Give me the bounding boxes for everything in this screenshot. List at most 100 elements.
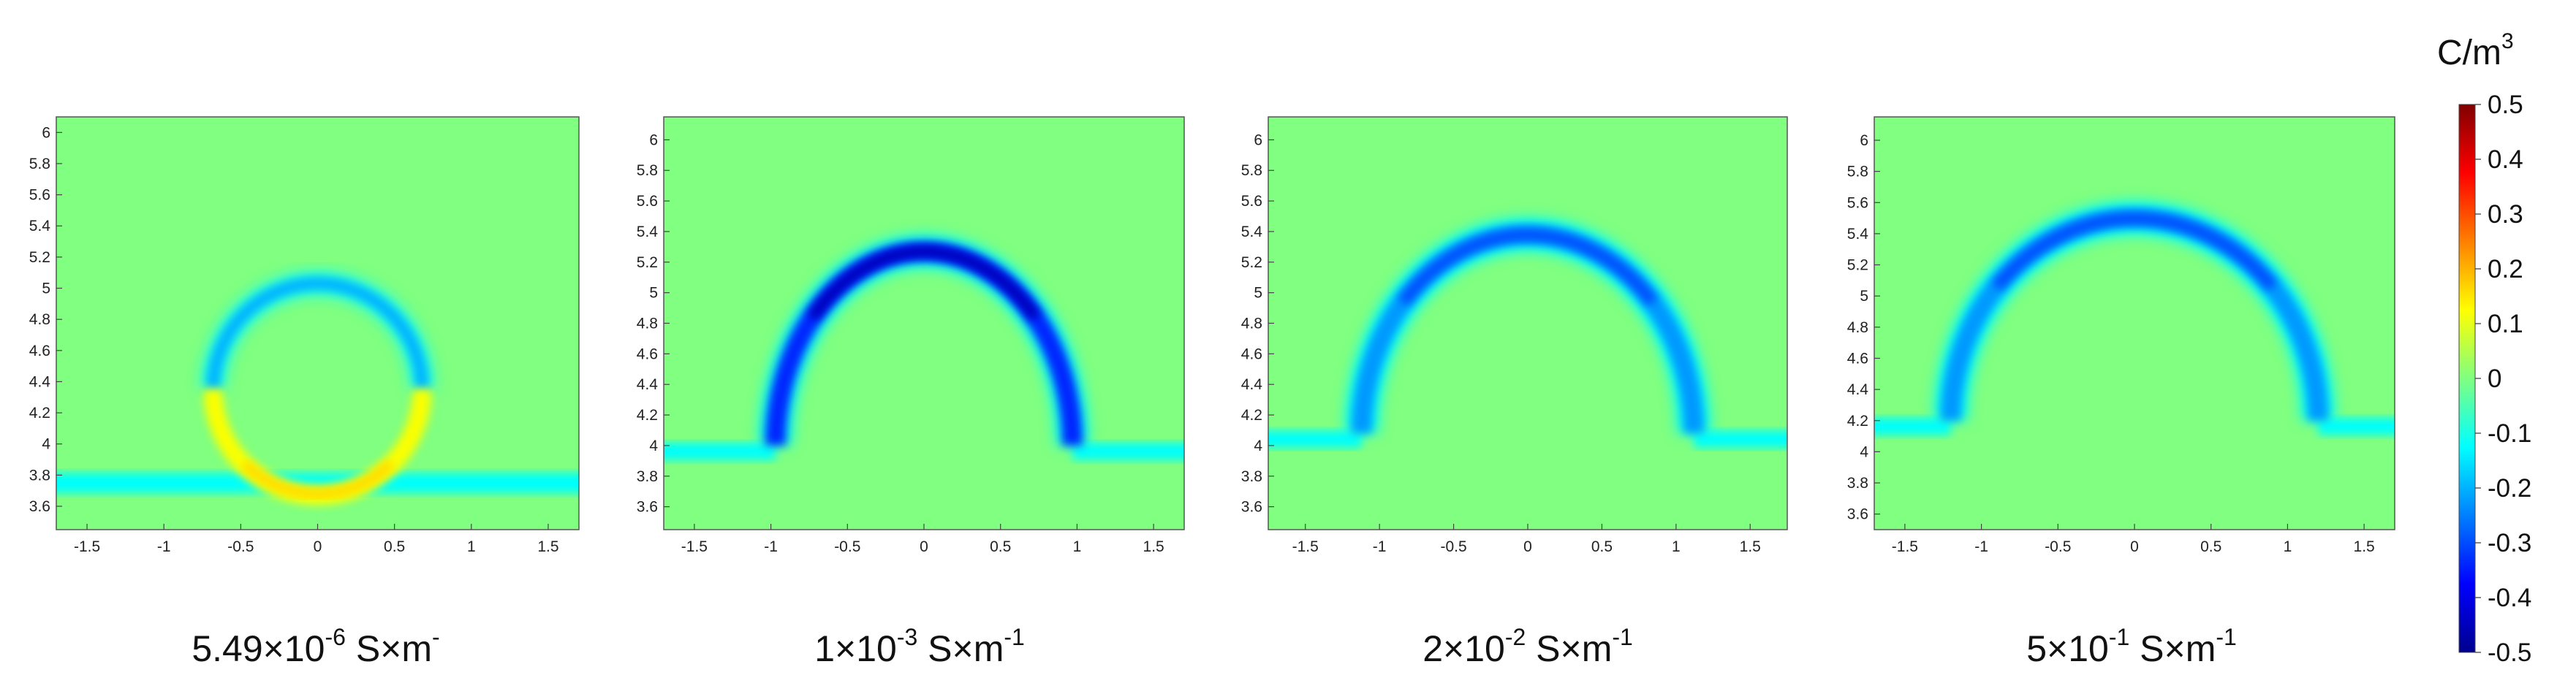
y-tick-label: 5.4 bbox=[637, 224, 659, 240]
y-tick-label: 3.8 bbox=[29, 467, 50, 484]
x-tick-label: -0.5 bbox=[227, 538, 254, 555]
plot-background bbox=[56, 117, 579, 530]
x-tick-label: 1 bbox=[2284, 538, 2292, 555]
charge-ring-upper bbox=[206, 277, 429, 390]
heatmap-panel: -1.5 -1 -0.5 0 0.5 1 1.5 6 5.8 5.6 5.4 5.2 5 4.8 4.6 4.… bbox=[1847, 116, 2395, 669]
y-tick-label: 6 bbox=[1860, 132, 1868, 149]
colorbar-gradient bbox=[2458, 104, 2476, 653]
y-tick-label: 4 bbox=[42, 436, 50, 453]
colorbar-tick-label: 0.2 bbox=[2488, 255, 2523, 283]
y-tick-label: 4.2 bbox=[1847, 413, 1868, 430]
charge-arch-core bbox=[1992, 212, 2277, 291]
x-tick-label: 0.5 bbox=[2200, 538, 2221, 555]
y-tick-label: 4 bbox=[1254, 438, 1262, 454]
y-tick-label: 3.8 bbox=[637, 468, 658, 485]
y-tick-label: 5 bbox=[42, 281, 50, 297]
x-tick-label: -1 bbox=[764, 538, 778, 555]
y-tick-label: 5.6 bbox=[1241, 193, 1262, 210]
y-tick-label: 4.2 bbox=[1241, 407, 1262, 424]
x-tick-label: 0 bbox=[920, 538, 928, 555]
x-tick-label: 0.5 bbox=[990, 538, 1011, 555]
y-tick-label: 4.6 bbox=[1241, 346, 1262, 362]
colorbar-tick-label: -0.1 bbox=[2488, 419, 2531, 448]
heatmap-panel: -1.5 -1 -0.5 0 0.5 1 1.5 6 5.8 5.6 5.4 5.2 5 4.8 4.6 4.… bbox=[637, 116, 1185, 669]
colorbar-tick-label: 0.5 bbox=[2488, 91, 2523, 119]
y-tick-label: 6 bbox=[42, 124, 50, 141]
colorbar-tick-label: 0.3 bbox=[2488, 200, 2523, 229]
panel-caption: 2×10-2 S×m-1 bbox=[1423, 624, 1633, 669]
x-tick-label: -0.5 bbox=[2045, 538, 2071, 555]
y-tick-label: 6 bbox=[1254, 131, 1262, 148]
charge-band-right bbox=[1072, 442, 1184, 460]
y-tick-label: 6 bbox=[649, 131, 658, 148]
x-tick-label: 1.5 bbox=[2354, 538, 2375, 555]
colorbar-tick-label: -0.3 bbox=[2488, 529, 2531, 557]
y-tick-label: 5.6 bbox=[637, 193, 658, 210]
y-tick-label: 5.8 bbox=[1847, 164, 1868, 180]
charge-arch-core bbox=[1398, 229, 1657, 306]
x-tick-label: -1.5 bbox=[1292, 538, 1319, 555]
y-tick-label: 4.6 bbox=[29, 343, 50, 359]
y-tick-label: 5 bbox=[649, 285, 658, 302]
x-tick-label: -1.5 bbox=[681, 538, 708, 555]
colorbar-tick-label: -0.5 bbox=[2488, 638, 2531, 667]
y-tick-label: 3.8 bbox=[1847, 475, 1868, 492]
x-tick-label: 0 bbox=[2130, 538, 2139, 555]
y-tick-label: 4.2 bbox=[29, 405, 50, 422]
y-tick-label: 3.6 bbox=[1847, 506, 1868, 523]
x-tick-label: -0.5 bbox=[834, 538, 860, 555]
y-tick-label: 4 bbox=[1860, 443, 1868, 460]
x-tick-label: -1 bbox=[1974, 538, 1988, 555]
colorbar-ticks: 0.5 0.4 0.3 0.2 0.1 0 -0.1 -0.2 -0.3 -0.4 -0.5 bbox=[2475, 91, 2531, 667]
panels-layer: -1.5 -1 -0.5 0 0.5 1 1.5 6 5.8 5.6 5.4 5.2 5 4.8 4.6 4.… bbox=[29, 116, 2395, 669]
charge-band-right bbox=[2318, 417, 2395, 435]
y-tick-label: 5.8 bbox=[1241, 162, 1262, 179]
y-tick-label: 5.4 bbox=[29, 218, 51, 234]
y-tick-label: 5 bbox=[1860, 288, 1868, 305]
y-tick-label: 4.8 bbox=[637, 316, 658, 332]
x-tick-label: 1 bbox=[467, 538, 476, 555]
colorbar-tick-label: 0.4 bbox=[2488, 145, 2523, 174]
y-tick-label: 4 bbox=[649, 438, 658, 454]
colorbar-unit: C/m3 bbox=[2437, 29, 2514, 72]
colorbar: C/m3 0.5 0.4 0.3 0.2 0.1 0 -0.1 -0.2 -0.3 -0.4 -0.… bbox=[2437, 29, 2531, 667]
y-tick-label: 5.2 bbox=[1847, 257, 1868, 274]
x-tick-label: 0 bbox=[1523, 538, 1532, 555]
charge-ring-lower-core bbox=[240, 460, 395, 499]
y-tick-label: 5.4 bbox=[1847, 226, 1869, 243]
x-tick-label: -1.5 bbox=[74, 538, 100, 555]
x-tick-label: 1.5 bbox=[1740, 538, 1761, 555]
x-tick-label: 0.5 bbox=[1591, 538, 1613, 555]
charge-arch-core bbox=[808, 245, 1040, 321]
y-tick-label: 4.4 bbox=[1847, 381, 1869, 398]
panel-caption: 5×10-1 S×m-1 bbox=[2026, 624, 2237, 669]
y-tick-label: 4.4 bbox=[29, 373, 51, 390]
colorbar-tick-label: -0.2 bbox=[2488, 474, 2531, 503]
y-tick-label: 4.6 bbox=[637, 346, 658, 362]
y-tick-label: 5.8 bbox=[29, 156, 50, 172]
y-tick-label: 5.2 bbox=[1241, 254, 1262, 271]
x-tick-label: 1.5 bbox=[1143, 538, 1164, 555]
colorbar-tick-label: 0.1 bbox=[2488, 310, 2523, 338]
x-tick-label: 1 bbox=[1073, 538, 1082, 555]
y-tick-label: 4.4 bbox=[637, 376, 659, 393]
heatmap-panel: -1.5 -1 -0.5 0 0.5 1 1.5 6 5.8 5.6 5.4 5.2 5 4.8 4.6 4.… bbox=[29, 116, 580, 669]
plot-background bbox=[1874, 117, 2395, 530]
x-tick-label: 0 bbox=[314, 538, 322, 555]
y-tick-label: 4.8 bbox=[1241, 316, 1262, 332]
y-tick-label: 3.8 bbox=[1241, 468, 1262, 485]
y-tick-label: 4.8 bbox=[29, 311, 50, 328]
x-tick-label: 0.5 bbox=[384, 538, 405, 555]
y-tick-label: 3.6 bbox=[637, 499, 658, 516]
heatmap-panel: -1.5 -1 -0.5 0 0.5 1 1.5 6 5.8 5.6 5.4 5.2 5 4.8 4.6 4.… bbox=[1241, 116, 1788, 669]
colorbar-tick-label: -0.4 bbox=[2488, 584, 2531, 612]
x-tick-label: -1 bbox=[1373, 538, 1387, 555]
plot-background bbox=[1268, 117, 1787, 530]
panel-caption: 1×10-3 S×m-1 bbox=[814, 624, 1025, 669]
colorbar-tick-label: 0 bbox=[2488, 365, 2501, 393]
y-tick-label: 5 bbox=[1254, 285, 1262, 302]
plot-background bbox=[664, 117, 1184, 530]
y-tick-label: 5.2 bbox=[29, 249, 50, 266]
y-tick-label: 5.2 bbox=[637, 254, 658, 271]
